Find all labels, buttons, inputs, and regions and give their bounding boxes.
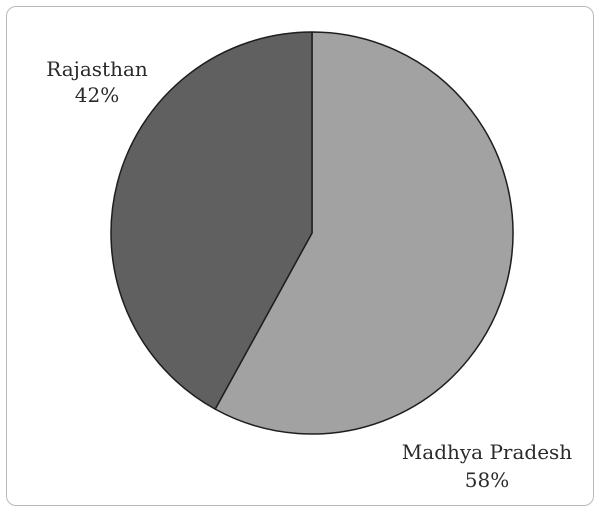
pie-slice-rajasthan: [110, 31, 313, 410]
slice-label-madhya-pradesh: Madhya Pradesh: [402, 440, 573, 464]
slice-value-rajasthan: 42%: [75, 83, 119, 107]
slice-value-madhya-pradesh: 58%: [465, 468, 509, 492]
pie-slice-madhya-pradesh: [214, 31, 514, 435]
pie-slices: [110, 31, 514, 435]
slice-label-rajasthan: Rajasthan: [46, 57, 148, 81]
